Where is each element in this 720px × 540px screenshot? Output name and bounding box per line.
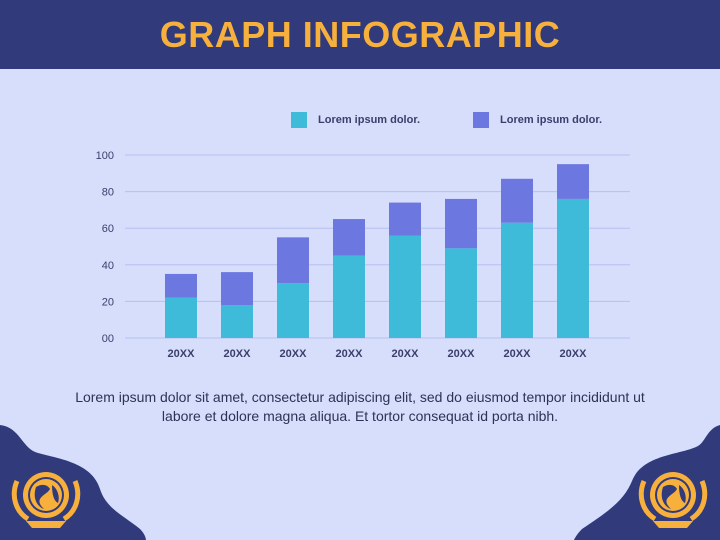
bar-series-1 [333,255,365,338]
y-tick-label: 40 [102,260,114,272]
x-tick-label: 20XX [168,348,196,360]
x-tick-label: 20XX [448,348,476,360]
bar-series-2 [221,272,253,306]
bar-series-2 [333,219,365,256]
x-tick-label: 20XX [224,348,252,360]
bar-series-2 [389,202,421,236]
bar-series-1 [165,297,197,338]
x-tick-label: 20XX [280,348,308,360]
legend-item-series-2: Lorem ipsum dolor. [473,112,602,128]
legend-label-series-1: Lorem ipsum dolor. [318,114,421,126]
bar-series-2 [165,273,197,298]
page-title: GRAPH INFOGRAPHIC [159,14,561,55]
y-tick-label: 20 [102,296,114,308]
y-tick-label: 100 [96,150,114,162]
x-tick-label: 20XX [392,348,420,360]
bar-series-1 [501,222,533,338]
bar-series-2 [445,198,477,249]
bar-series-1 [277,283,309,338]
x-tick-label: 20XX [504,348,532,360]
corner-decoration-right [574,425,720,540]
legend-swatch-series-2 [473,112,489,128]
y-tick-label: 60 [102,223,114,235]
bar-series-1 [445,248,477,338]
bar-chart: 00 20 40 60 80 100 20XX 20XX 20XX 20XX 20XX 20XX 20X… [96,150,630,360]
legend-item-series-1: Lorem ipsum dolor. [291,112,420,128]
bar-series-1 [557,198,589,338]
header-bar [0,0,720,69]
bar-series-1 [389,235,421,338]
legend-label-series-2: Lorem ipsum dolor. [500,114,603,126]
bar-series-1 [221,305,253,338]
x-tick-label: 20XX [336,348,364,360]
corner-decoration-left [0,425,146,540]
y-tick-label: 00 [102,333,114,345]
bar-series-2 [501,178,533,223]
legend-swatch-series-1 [291,112,307,128]
globe-laurel-emblem-icon [638,472,708,528]
bar-series-2 [557,164,589,199]
x-tick-label: 20XX [560,348,588,360]
caption-text: Lorem ipsum dolor sit amet, consectetur … [75,389,645,424]
bar-series-2 [277,237,309,284]
y-tick-label: 80 [102,187,114,199]
globe-laurel-emblem-icon [11,472,81,528]
